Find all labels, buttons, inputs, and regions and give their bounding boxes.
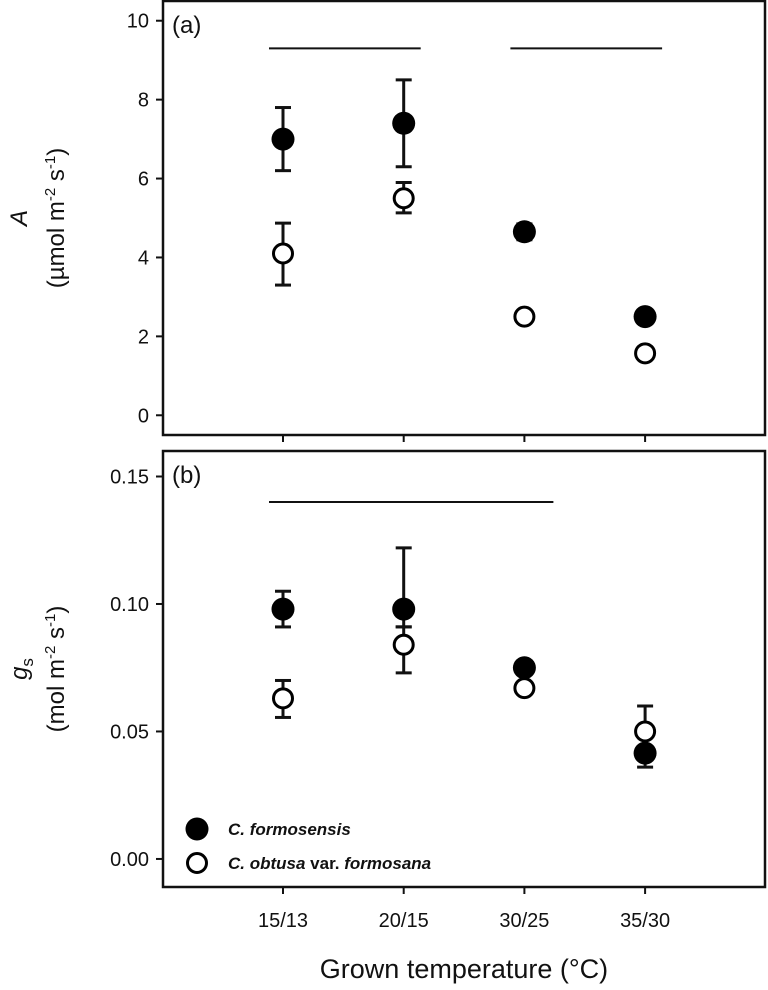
panel-b: (b) 0.00 0.05 0.10 0.15 15/13 20/15 30/25 35/30 g…: [6, 449, 767, 932]
y-axis-units: (µmol m-2 s-1): [42, 148, 70, 289]
data-point: [633, 305, 657, 329]
data-point: [392, 111, 416, 135]
x-tick-label: 20/15: [379, 910, 429, 932]
data-point: [634, 720, 657, 743]
y-tick-label: 0.15: [110, 466, 149, 488]
legend-label-part: C. formosensis: [228, 820, 351, 839]
y-units-part: s: [43, 627, 70, 646]
data-point: [272, 687, 294, 710]
y-axis-symbol: A: [6, 210, 33, 228]
legend-label-part: var.: [305, 854, 344, 873]
data-point: [513, 305, 536, 328]
y-units-part: ): [43, 148, 70, 156]
y-tick-label: 8: [138, 90, 149, 112]
y-units-part: -2: [42, 188, 59, 201]
data-point: [513, 677, 536, 700]
y-tick-label: 2: [138, 326, 149, 348]
y-tick-label: 0: [138, 405, 149, 427]
y-tick-label: 0.00: [110, 849, 149, 871]
data-point: [633, 741, 657, 765]
y-symbol: A: [6, 210, 33, 228]
data-point: [512, 220, 536, 244]
y-units-part: s: [43, 169, 70, 188]
y-axis-units: (mol m-2 s-1): [42, 606, 70, 733]
data-point: [272, 242, 294, 265]
y-units-part: (mol m: [43, 659, 70, 732]
y-units-part: -1: [42, 156, 59, 169]
legend-label-part: formosana: [344, 854, 431, 873]
x-axis-title: Grown temperature (°C): [320, 954, 608, 984]
series-filled: [271, 78, 657, 329]
legend-label: C. obtusa var. formosana: [228, 854, 431, 873]
series-filled: [271, 546, 657, 769]
y-units-part: (µmol m: [43, 201, 70, 288]
data-point: [392, 633, 415, 656]
panel-a: (a) 0 2 4 6 8 10 A (µmol m-2 s-1): [6, 0, 767, 442]
series-open: [272, 625, 657, 743]
y-tick-label: 4: [138, 247, 149, 269]
x-tick-label: 30/25: [499, 910, 549, 932]
legend-label-part: C. obtusa: [228, 854, 305, 873]
data-point: [634, 342, 657, 365]
data-point: [392, 597, 416, 621]
panel-label: (b): [172, 462, 201, 489]
y-tick-label: 0.10: [110, 594, 149, 616]
y-units-part: -1: [42, 614, 59, 627]
data-point: [271, 127, 295, 151]
y-symbol-subscript: s: [18, 658, 37, 667]
legend-marker: [185, 817, 209, 841]
y-axis-symbol: gs: [6, 658, 37, 680]
y-units-part: ): [43, 606, 70, 614]
plot-frame: [161, 0, 767, 437]
x-tick-label: 35/30: [620, 910, 670, 932]
y-tick-label: 10: [127, 11, 149, 33]
data-point: [512, 656, 536, 680]
x-tick-label: 15/13: [258, 910, 308, 932]
y-tick-label: 6: [138, 169, 149, 191]
legend-marker: [186, 852, 208, 874]
plot-frame: [161, 449, 767, 889]
data-point: [392, 187, 415, 210]
y-tick-label: 0.05: [110, 721, 149, 743]
y-units-part: -2: [42, 646, 59, 659]
series-open: [272, 180, 657, 365]
legend-label: C. formosensis: [228, 820, 351, 839]
panel-label: (a): [172, 12, 201, 39]
y-symbol: g: [6, 666, 33, 680]
data-point: [271, 597, 295, 621]
